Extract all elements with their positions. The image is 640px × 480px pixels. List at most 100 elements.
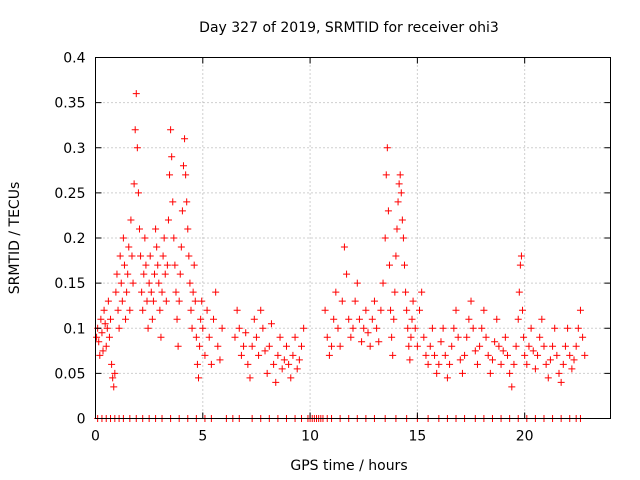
data-point <box>135 225 143 233</box>
data-point <box>259 324 267 332</box>
data-point <box>110 383 118 391</box>
data-point <box>408 315 416 323</box>
data-point <box>499 347 507 355</box>
data-point <box>373 324 381 332</box>
data-point <box>332 288 340 296</box>
data-point <box>240 342 248 350</box>
data-point <box>521 351 529 359</box>
data-point <box>330 315 338 323</box>
data-point <box>168 153 176 161</box>
data-point <box>140 270 148 278</box>
y-tick-label: 0.05 <box>54 366 85 382</box>
data-point <box>244 360 252 368</box>
data-point <box>295 356 303 364</box>
data-point <box>387 306 395 314</box>
y-tick-label: 0.4 <box>63 51 85 67</box>
data-point <box>280 356 288 364</box>
data-point <box>501 333 509 341</box>
data-point <box>117 279 125 287</box>
data-point <box>300 324 308 332</box>
data-point <box>96 351 104 359</box>
data-point <box>549 342 557 350</box>
x-axis-ticks: 0 5 10 15 20 <box>91 57 534 445</box>
data-point <box>101 320 109 328</box>
data-point <box>218 324 226 332</box>
data-point <box>553 351 561 359</box>
data-point <box>182 171 190 179</box>
data-point <box>107 315 115 323</box>
data-point <box>114 306 122 314</box>
data-point <box>504 351 511 359</box>
data-point <box>379 279 387 287</box>
data-point <box>198 297 206 305</box>
data-point <box>377 306 385 314</box>
data-point <box>392 252 400 260</box>
data-point <box>574 324 582 332</box>
data-point <box>465 315 473 323</box>
data-point <box>390 315 398 323</box>
data-point <box>112 288 120 296</box>
data-point <box>137 252 145 260</box>
data-point <box>201 351 209 359</box>
y-axis-label: SRMTID / TECUs <box>7 182 23 295</box>
data-point <box>559 360 567 368</box>
data-point <box>183 198 191 206</box>
data-point <box>199 324 207 332</box>
data-point <box>358 338 366 346</box>
data-point <box>152 225 160 233</box>
data-point <box>189 288 197 296</box>
data-point <box>155 279 163 287</box>
data-point <box>216 356 224 364</box>
data-point <box>242 329 250 337</box>
data-point <box>235 324 243 332</box>
data-point <box>328 342 336 350</box>
data-point <box>176 270 184 278</box>
data-point <box>561 342 569 350</box>
data-point <box>185 252 193 260</box>
data-point <box>406 356 414 364</box>
data-point <box>538 315 546 323</box>
data-point <box>95 338 103 346</box>
data-point <box>398 216 406 224</box>
data-point <box>161 270 169 278</box>
data-point <box>193 360 201 368</box>
data-point <box>267 320 275 328</box>
data-point <box>120 261 128 269</box>
data-point <box>113 270 121 278</box>
data-point <box>428 324 436 332</box>
data-point <box>130 180 138 188</box>
data-point <box>293 365 301 373</box>
data-point <box>111 369 119 377</box>
data-point <box>458 369 466 377</box>
data-point <box>122 315 130 323</box>
data-point <box>233 306 241 314</box>
data-point <box>278 365 286 373</box>
data-point <box>450 324 458 332</box>
data-point <box>160 234 168 242</box>
data-point <box>212 288 220 296</box>
data-point <box>382 171 390 179</box>
data-point <box>534 351 542 359</box>
data-point <box>463 333 471 341</box>
data-point <box>272 378 280 386</box>
data-point <box>402 288 410 296</box>
data-point <box>418 288 426 296</box>
data-point <box>482 333 490 341</box>
data-point <box>516 261 524 269</box>
data-point <box>396 171 404 179</box>
data-point <box>478 324 486 332</box>
data-point <box>139 306 147 314</box>
data-point <box>368 315 376 323</box>
data-point <box>488 356 496 364</box>
data-point <box>405 342 413 350</box>
data-point <box>564 324 572 332</box>
data-point <box>191 297 199 305</box>
data-point <box>515 288 523 296</box>
data-point <box>519 306 527 314</box>
y-tick-label: 0.25 <box>54 186 85 202</box>
data-point <box>542 360 550 368</box>
data-point <box>154 261 162 269</box>
data-point <box>394 198 402 206</box>
data-point <box>345 315 353 323</box>
data-point <box>389 351 397 359</box>
